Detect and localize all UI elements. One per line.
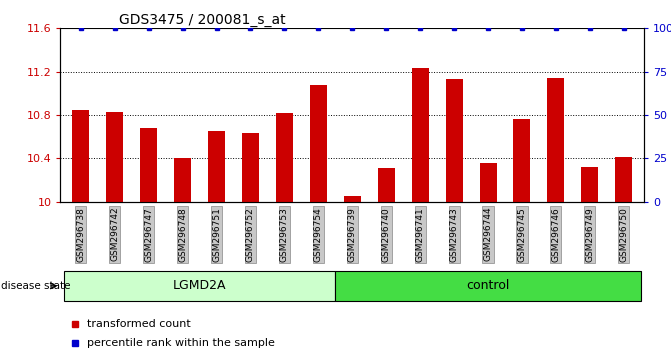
Bar [336, 271, 641, 301]
Text: GDS3475 / 200081_s_at: GDS3475 / 200081_s_at [119, 13, 285, 27]
Bar [208, 131, 225, 202]
Bar [378, 168, 395, 202]
Bar [412, 68, 429, 202]
Bar [276, 113, 293, 202]
Text: GSM296740: GSM296740 [382, 207, 391, 262]
Text: GSM296748: GSM296748 [178, 207, 187, 262]
Bar [513, 119, 531, 202]
Text: GSM296747: GSM296747 [144, 207, 153, 262]
Text: control: control [466, 279, 510, 292]
Bar [72, 110, 89, 202]
Bar [615, 157, 632, 202]
Text: GSM296754: GSM296754 [314, 207, 323, 262]
Text: GSM296749: GSM296749 [585, 207, 595, 262]
Bar [242, 133, 259, 202]
Text: GSM296742: GSM296742 [110, 207, 119, 262]
Text: GSM296743: GSM296743 [450, 207, 458, 262]
Text: LGMD2A: LGMD2A [173, 279, 226, 292]
Bar [344, 196, 361, 202]
Bar [310, 85, 327, 202]
Bar [140, 128, 157, 202]
Text: GSM296741: GSM296741 [415, 207, 425, 262]
Bar [174, 158, 191, 202]
Text: percentile rank within the sample: percentile rank within the sample [87, 338, 274, 348]
Text: GSM296739: GSM296739 [348, 207, 357, 262]
Bar [64, 271, 336, 301]
Text: GSM296750: GSM296750 [619, 207, 628, 262]
Text: GSM296746: GSM296746 [552, 207, 560, 262]
Bar [480, 163, 497, 202]
Bar [581, 167, 599, 202]
Bar [548, 78, 564, 202]
Text: GSM296745: GSM296745 [517, 207, 527, 262]
Text: transformed count: transformed count [87, 319, 191, 329]
Text: GSM296738: GSM296738 [76, 207, 85, 262]
Text: disease state: disease state [1, 281, 70, 291]
Text: GSM296752: GSM296752 [246, 207, 255, 262]
Text: GSM296744: GSM296744 [484, 207, 493, 262]
Text: GSM296753: GSM296753 [280, 207, 289, 262]
Bar [106, 112, 123, 202]
Bar [446, 79, 462, 202]
Text: GSM296751: GSM296751 [212, 207, 221, 262]
